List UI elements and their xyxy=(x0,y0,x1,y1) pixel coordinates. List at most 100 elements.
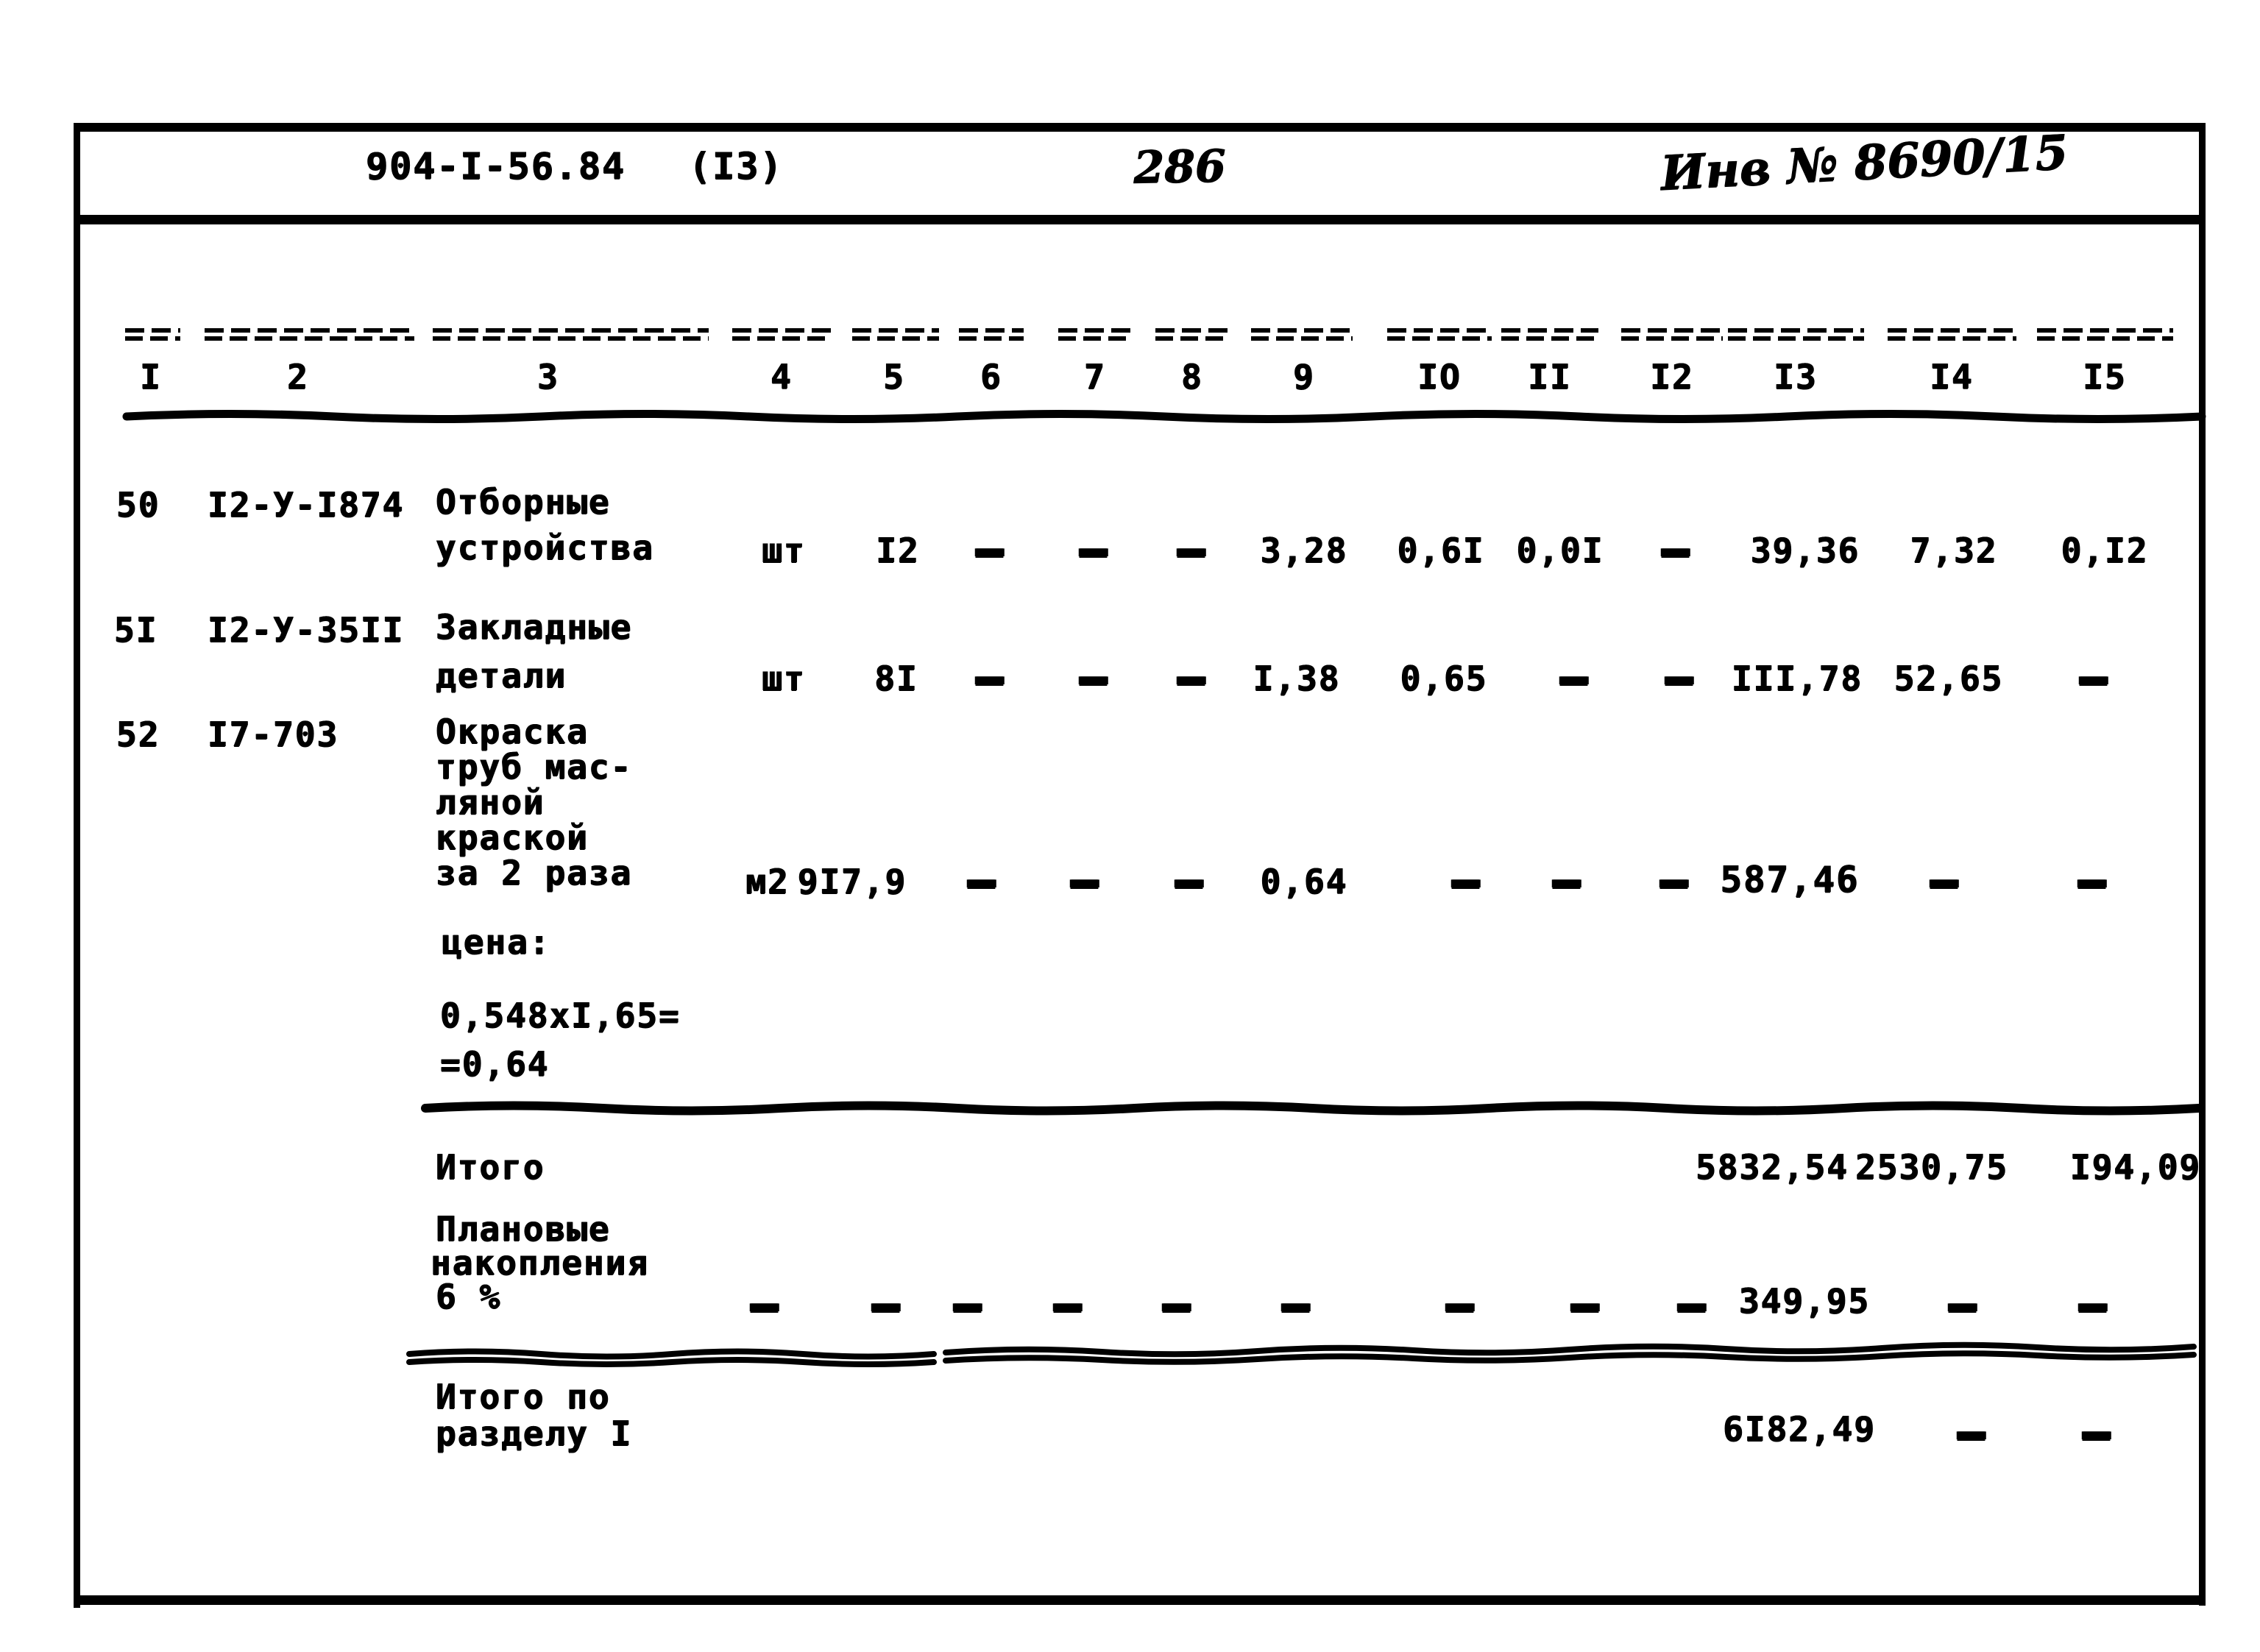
row51-cell10: 0,65 xyxy=(1400,659,1488,698)
sheet-ref: (I3) xyxy=(689,145,784,188)
row50-num: 50 xyxy=(116,485,160,525)
row50-cell12: — xyxy=(1661,510,1692,586)
col-rule-11 xyxy=(1501,328,1598,341)
col-header-9: 9 xyxy=(1293,357,1315,397)
col-header-14: I4 xyxy=(1930,357,1974,397)
itogo-label: Итого xyxy=(436,1147,545,1187)
price-note-result: =0,64 xyxy=(440,1044,550,1084)
row51-cell9: I,38 xyxy=(1253,659,1341,698)
row50-cell15: 0,I2 xyxy=(2061,531,2149,570)
section-total-cell14: — xyxy=(1957,1393,1988,1470)
planned-label-line2: накопления xyxy=(431,1243,649,1283)
row50-qty: I2 xyxy=(876,531,920,570)
row52-name-line2: труб мас- xyxy=(436,747,633,787)
col-header-3: 3 xyxy=(537,357,559,397)
frame-left-border xyxy=(74,123,80,1608)
row51-unit: шт xyxy=(762,659,806,698)
price-note-formula: 0,548хI,65= xyxy=(440,996,681,1035)
col-rule-1 xyxy=(125,328,180,341)
col-rule-6 xyxy=(959,328,1024,341)
section-total-label-line1: Итого по xyxy=(436,1377,611,1417)
row50-cell13: 39,36 xyxy=(1750,531,1860,570)
row52-name-line3: ляной xyxy=(436,782,545,822)
row52-cell15: — xyxy=(2077,841,2108,918)
row51-cell7: — xyxy=(1079,638,1110,715)
planned-cell13: 349,95 xyxy=(1738,1281,1871,1321)
row52-cell14: — xyxy=(1930,841,1960,918)
itogo-cell15: I94,09 xyxy=(2069,1147,2202,1187)
col-header-1: I xyxy=(140,357,162,397)
row50-cell14: 7,32 xyxy=(1910,531,1998,570)
col-rule-5 xyxy=(852,328,939,341)
row51-num: 5I xyxy=(114,610,158,650)
doc-code: 904-I-56.84 xyxy=(366,145,626,188)
row52-cell10: — xyxy=(1451,841,1482,918)
row50-unit: шт xyxy=(762,531,806,570)
frame-right-border xyxy=(2199,125,2206,1606)
row50-cell8: — xyxy=(1177,510,1208,586)
planned-cell7: — xyxy=(1053,1265,1084,1341)
row52-cell8: — xyxy=(1175,841,1205,918)
col-rule-10 xyxy=(1387,328,1492,341)
col-header-7: 7 xyxy=(1084,357,1106,397)
col-header-13: I3 xyxy=(1774,357,1818,397)
row51-cell15: — xyxy=(2079,638,2110,715)
row50-code: I2-У-I874 xyxy=(208,485,405,525)
col-header-15: I5 xyxy=(2083,357,2127,397)
row51-cell11: — xyxy=(1559,638,1590,715)
row51-cell13: III,78 xyxy=(1731,659,1863,698)
row51-name-line2: детали xyxy=(436,656,567,695)
itogo-cell14: 2530,75 xyxy=(1855,1147,2008,1187)
planned-cell6: — xyxy=(953,1265,984,1341)
col-rule-7 xyxy=(1058,328,1132,341)
planned-cell12: — xyxy=(1677,1265,1708,1341)
planned-cell8: — xyxy=(1162,1265,1193,1341)
col-header-6: 6 xyxy=(980,357,1002,397)
row52-cell9: 0,64 xyxy=(1260,862,1348,901)
planned-cell14: — xyxy=(1948,1265,1979,1341)
section-total-cell15: — xyxy=(2082,1393,2113,1470)
row52-cell6: — xyxy=(967,841,998,918)
price-note-label: цена: xyxy=(442,922,551,962)
planned-cell9: — xyxy=(1281,1265,1312,1341)
row52-qty: 9I7,9 xyxy=(797,862,907,901)
row50-cell7: — xyxy=(1079,510,1110,586)
col-header-12: I2 xyxy=(1650,357,1694,397)
row50-cell11: 0,0I xyxy=(1516,531,1604,570)
row51-qty: 8I xyxy=(874,659,918,698)
row50-cell10: 0,6I xyxy=(1397,531,1485,570)
row52-cell7: — xyxy=(1070,841,1101,918)
row52-code: I7-703 xyxy=(208,715,339,754)
col-rule-4 xyxy=(732,328,832,341)
frame-bottom-border xyxy=(74,1595,2206,1605)
planned-label-line3: 6 % xyxy=(436,1277,502,1316)
row50-name-line1: Отборные xyxy=(436,482,611,522)
row50-cell9: 3,28 xyxy=(1260,531,1348,570)
row51-name-line1: Закладные xyxy=(436,607,633,647)
row52-cell12: — xyxy=(1659,841,1690,918)
planned-label-line1: Плановые xyxy=(436,1209,611,1249)
col-header-2: 2 xyxy=(287,357,309,397)
section-total-cell13: 6I82,49 xyxy=(1723,1409,1876,1449)
col-rule-12 xyxy=(1621,328,1723,341)
col-header-4: 4 xyxy=(771,357,793,397)
inventory-number: Инв № 8690/15 xyxy=(1659,124,2069,202)
row50-cell6: — xyxy=(975,510,1006,586)
row52-cell13: 587,46 xyxy=(1720,859,1860,901)
row51-cell8: — xyxy=(1177,638,1208,715)
col-header-10: IO xyxy=(1417,357,1462,397)
row52-name-line5: за 2 раза xyxy=(436,853,633,893)
row52-num: 52 xyxy=(116,715,160,754)
row51-cell12: — xyxy=(1665,638,1696,715)
col-rule-9 xyxy=(1251,328,1353,341)
col-rule-13 xyxy=(1728,328,1864,341)
row52-name-line1: Окраска xyxy=(436,712,589,751)
col-rule-14 xyxy=(1888,328,2016,341)
page-number: 286 xyxy=(1133,140,1226,194)
planned-cell15: — xyxy=(2078,1265,2109,1341)
row51-code: I2-У-35II xyxy=(208,610,405,650)
row51-cell6: — xyxy=(975,638,1006,715)
itogo-cell13: 5832,54 xyxy=(1696,1147,1849,1187)
